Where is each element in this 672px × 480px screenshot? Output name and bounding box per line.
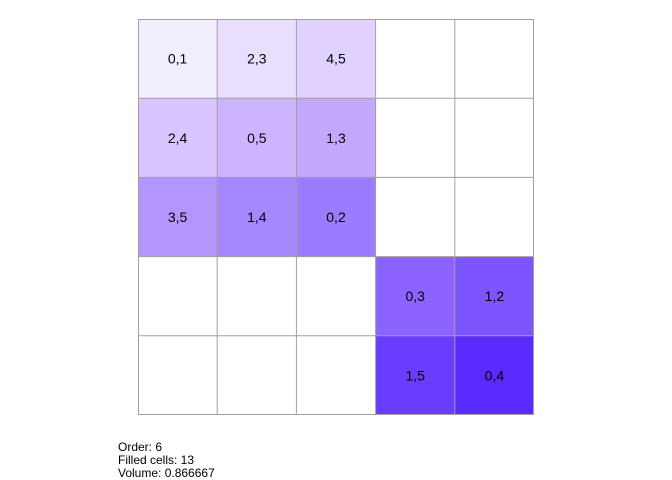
empty-cell — [454, 19, 534, 99]
empty-cell — [454, 177, 534, 257]
filled-cells-text: Filled cells: 13 — [118, 453, 195, 467]
cell-label: 2,4 — [168, 130, 188, 146]
empty-cell — [375, 177, 455, 257]
empty-cell — [296, 335, 376, 415]
cell-label: 4,5 — [326, 51, 346, 67]
empty-cell — [138, 256, 218, 336]
empty-cell — [217, 335, 297, 415]
info-panel: Order: 6 Filled cells: 13 Volume: 0.8666… — [118, 441, 215, 480]
cell-label: 1,3 — [326, 130, 346, 146]
filled-cell — [138, 177, 218, 257]
filled-cell — [454, 256, 534, 336]
cell-label: 0,1 — [168, 51, 188, 67]
filled-cell — [217, 177, 297, 257]
filled-cell — [296, 19, 376, 99]
cell-label: 1,2 — [485, 288, 505, 304]
filled-cell — [138, 19, 218, 99]
order-text: Order: 6 — [118, 440, 163, 454]
empty-cell — [217, 256, 297, 336]
cell-label: 0,2 — [326, 209, 346, 225]
filled-cell — [375, 256, 455, 336]
empty-cell — [375, 98, 455, 178]
empty-cell — [375, 19, 455, 99]
empty-cell — [454, 98, 534, 178]
cell-label: 0,4 — [485, 367, 505, 383]
cell-label: 1,5 — [405, 367, 425, 383]
cell-label: 3,5 — [168, 209, 188, 225]
filled-cell — [296, 177, 376, 257]
filled-cell — [375, 335, 455, 415]
filled-cell — [454, 335, 534, 415]
empty-cell — [138, 335, 218, 415]
cell-label: 0,5 — [247, 130, 267, 146]
empty-cell — [296, 256, 376, 336]
cell-label: 0,3 — [405, 288, 425, 304]
cell-label: 1,4 — [247, 209, 267, 225]
filled-cell — [138, 98, 218, 178]
latin-square-grid: 0,1 2,3 4,5 2,4 0,5 1,3 3,5 1,4 0,2 0,3 1,2 1,5 0,4 — [138, 19, 534, 415]
cell-label: 2,3 — [247, 51, 267, 67]
filled-cell — [217, 19, 297, 99]
filled-cell — [296, 98, 376, 178]
volume-text: Volume: 0.866667 — [118, 466, 215, 480]
filled-cell — [217, 98, 297, 178]
